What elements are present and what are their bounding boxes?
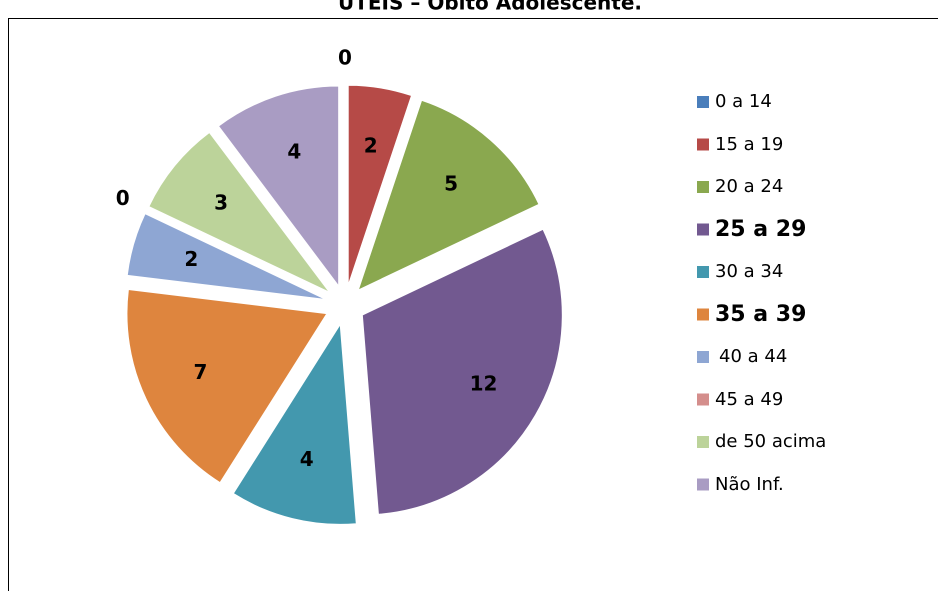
legend-label: Não Inf. <box>715 474 784 495</box>
pie-slice <box>347 84 413 286</box>
legend-swatch <box>697 96 709 108</box>
legend-swatch <box>697 223 709 236</box>
legend-label: 0 a 14 <box>715 91 772 112</box>
value-label: 2 <box>184 247 198 271</box>
legend-swatch <box>697 351 709 363</box>
value-label: 4 <box>287 140 301 164</box>
legend-swatch <box>697 478 709 491</box>
value-label: 3 <box>214 190 228 214</box>
legend-label: de 50 acima <box>715 431 826 452</box>
pie-slice <box>217 85 340 288</box>
legend-swatch <box>697 266 709 278</box>
legend-swatch <box>697 436 709 448</box>
pie-slice <box>148 131 330 293</box>
value-label: 0 <box>116 186 130 210</box>
legend-label: 25 a 29 <box>715 217 806 242</box>
chart-title: UTEIS – Óbito Adolescente. <box>338 0 642 15</box>
pie: 0 2 5 12 4 7 2 0 3 4 <box>116 46 563 525</box>
pie-slice <box>126 213 327 300</box>
pie-slice <box>361 228 563 515</box>
legend-label: 20 a 24 <box>715 176 783 197</box>
pie-slice <box>126 288 328 484</box>
legend-label: 45 a 49 <box>715 389 783 410</box>
legend-label: 30 a 34 <box>715 261 783 282</box>
pie-slice <box>232 322 357 525</box>
legend-label: 15 a 19 <box>715 134 783 155</box>
legend-swatch <box>697 138 709 151</box>
value-label: 5 <box>444 172 458 196</box>
pie-slice <box>357 99 540 291</box>
value-label: 2 <box>364 134 378 158</box>
value-label: 0 <box>338 46 352 70</box>
legend-swatch <box>697 308 709 321</box>
legend-label: 40 a 44 <box>719 346 787 367</box>
value-label: 12 <box>470 372 498 396</box>
legend-label: 35 a 39 <box>715 302 806 327</box>
value-label: 7 <box>193 360 207 384</box>
legend-swatch <box>697 181 709 193</box>
legend: 0 a 14 15 a 19 20 a 24 25 a 29 30 a 34 3… <box>697 91 826 495</box>
legend-swatch <box>697 393 709 406</box>
value-label: 4 <box>300 447 314 471</box>
